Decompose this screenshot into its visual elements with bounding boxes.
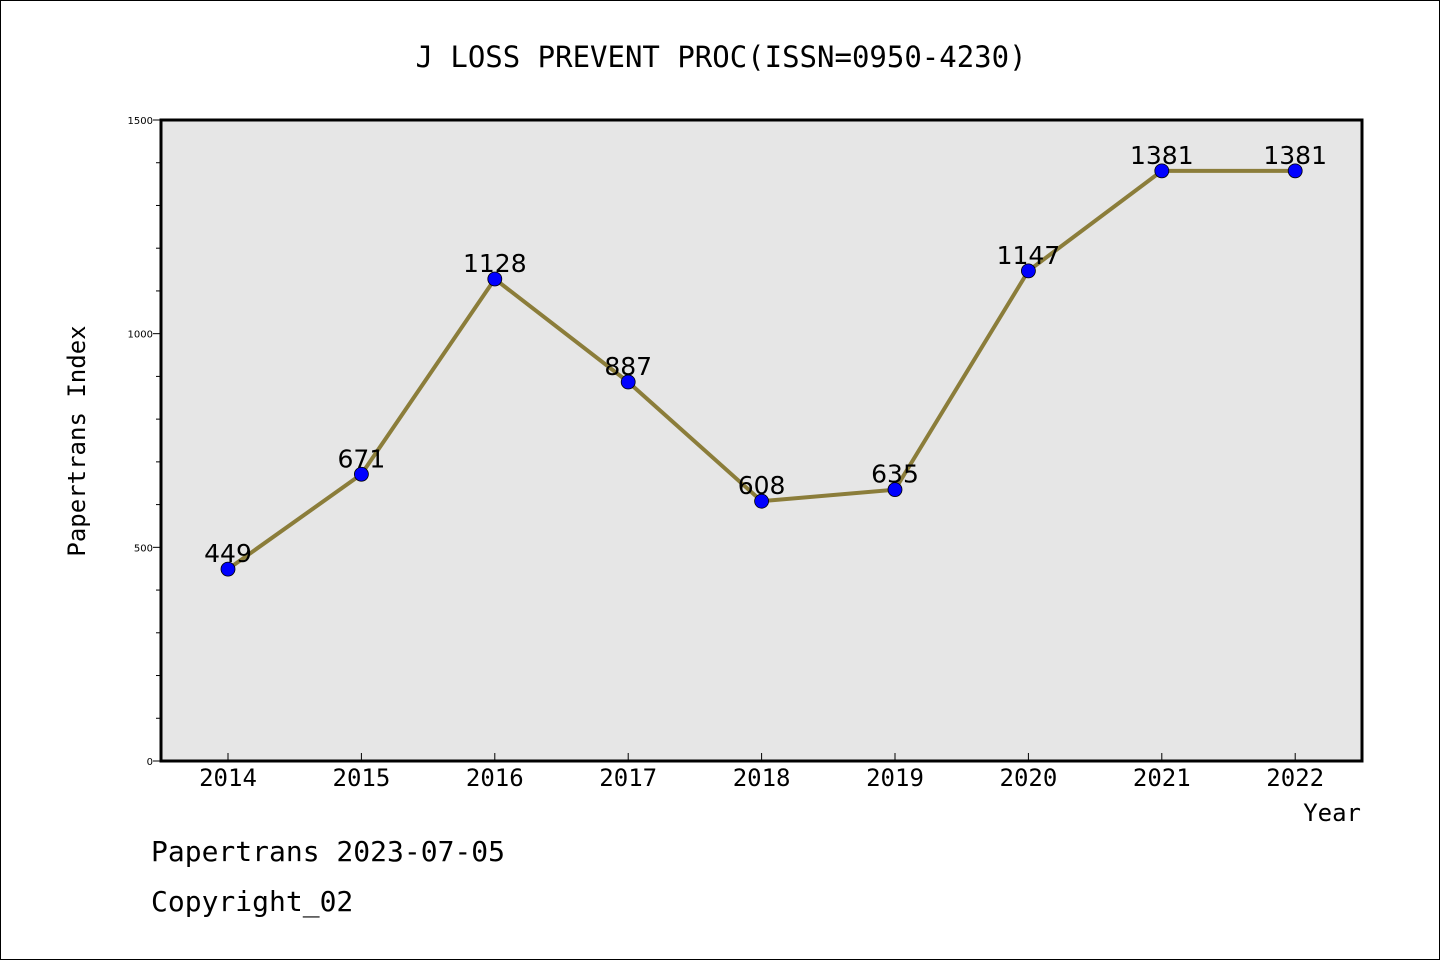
data-label: 449 [204,539,252,568]
footer-date: Papertrans 2023-07-05 [151,835,506,868]
data-label: 1128 [463,249,527,278]
x-axis-title: Year [1303,799,1361,827]
data-label: 1381 [1263,141,1327,170]
data-label: 608 [738,471,786,500]
data-point [353,466,369,482]
data-point [620,374,636,390]
y-axis: 0 500 1000 1500 [128,116,161,768]
data-point [1287,163,1303,179]
x-tick-label: 2018 [733,764,791,792]
y-tick-label: 1500 [128,116,153,127]
x-tick-label: 2016 [466,764,524,792]
footer-copyright: Copyright_02 [151,885,354,918]
plot-area [159,118,1364,763]
data-point [754,493,769,509]
data-label: 1381 [1130,141,1194,170]
x-tick-label: 2021 [1133,764,1191,792]
data-label: 635 [871,460,919,489]
x-tick-label: 2017 [599,764,657,792]
x-tick-label: 2020 [1000,764,1058,792]
data-label: 671 [338,444,386,473]
x-tick-label: 2022 [1266,764,1324,792]
data-point [487,271,503,287]
x-axis: 2014 2015 2016 2017 2018 2019 2020 2021 2022 [199,753,1324,792]
y-tick-label: 1000 [128,330,153,341]
chart-title: J LOSS PREVENT PROC(ISSN=0950-4230) [415,40,1026,74]
y-tick-label: 500 [134,543,153,554]
data-point [220,561,236,577]
y-axis-title: Papertrans Index [63,325,91,556]
data-label: 887 [604,352,652,381]
series-group: 449 671 1128 887 608 635 1147 1381 1381 [204,141,1327,577]
data-point [1021,263,1036,279]
x-tick-label: 2014 [199,764,257,792]
y-tick-label: 0 [147,757,153,768]
data-point [887,482,903,498]
x-tick-label: 2019 [866,764,924,792]
data-point [1154,163,1170,179]
x-tick-label: 2015 [333,764,391,792]
data-label: 1147 [997,241,1061,270]
